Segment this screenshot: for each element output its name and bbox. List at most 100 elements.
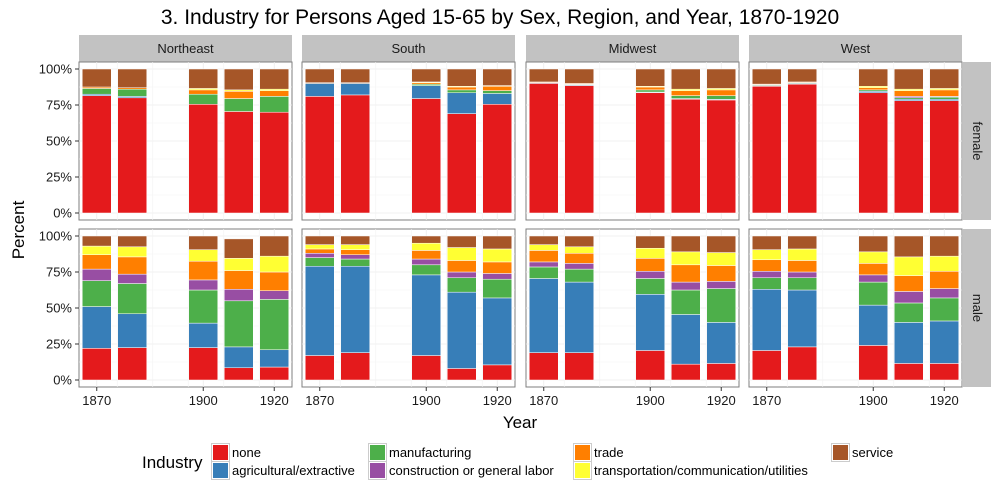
bar-segment-service	[188, 235, 218, 250]
y-tick-label: 100%	[39, 62, 73, 77]
bar-segment-service	[635, 235, 665, 249]
bar-segment-service	[787, 235, 817, 250]
bar-segment-trade	[787, 260, 817, 273]
legend-key	[212, 462, 229, 479]
bar-segment-service	[671, 68, 701, 90]
bar-segment-agricultural-extractive	[117, 313, 147, 348]
bar-segment-trade	[671, 90, 701, 96]
bar-segment-transportation-communication-utilities	[188, 249, 218, 262]
bar-segment-none	[305, 355, 335, 381]
bar-segment-transportation-communication-utilities	[82, 245, 112, 255]
bar-segment-none	[706, 363, 736, 381]
bar-segment-trade	[188, 260, 218, 281]
panel-northeast-female	[78, 61, 293, 221]
bar-segment-service	[752, 68, 782, 85]
bar-segment-service	[447, 68, 477, 87]
bar-segment-none	[894, 100, 924, 214]
facet-strip-northeast	[79, 35, 292, 62]
bar-segment-none	[706, 99, 736, 214]
bar-segment-none	[411, 355, 441, 381]
bar-segment-trade	[482, 86, 512, 91]
bar-segment-construction-or-general-labor	[224, 289, 254, 302]
legend-item-agricultural-extractive: agricultural/extractive	[212, 462, 355, 479]
bar-segment-service	[787, 68, 817, 83]
bar-segment-service	[224, 68, 254, 91]
bar-segment-manufacturing	[82, 280, 112, 307]
panel-west-female	[748, 61, 963, 221]
bar-segment-agricultural-extractive	[564, 281, 594, 353]
bar-segment-service	[259, 235, 289, 257]
chart-title: 3. Industry for Persons Aged 15-65 by Se…	[160, 6, 840, 29]
bar-segment-agricultural-extractive	[671, 314, 701, 365]
bar-segment-construction-or-general-labor	[858, 274, 888, 283]
x-tick-label: 1900	[636, 393, 665, 408]
legend-key	[574, 444, 591, 461]
bar-segment-manufacturing	[447, 277, 477, 293]
bar-segment-manufacturing	[411, 264, 441, 276]
bar-segment-none	[564, 352, 594, 381]
bar-segment-service	[482, 68, 512, 86]
bar-segment-trade	[929, 271, 959, 289]
bar-segment-manufacturing	[224, 98, 254, 112]
bar-segment-none	[224, 111, 254, 214]
bar-segment-manufacturing	[259, 299, 289, 351]
bar-segment-service	[529, 68, 559, 83]
bar-segment-agricultural-extractive	[411, 274, 441, 356]
bar-segment-manufacturing	[482, 278, 512, 299]
bar-segment-transportation-communication-utilities	[929, 255, 959, 272]
y-tick-label: 25%	[46, 337, 72, 352]
bar-segment-service	[117, 68, 147, 88]
bar-segment-none	[82, 95, 112, 214]
bar-segment-agricultural-extractive	[224, 346, 254, 369]
bar-segment-manufacturing	[188, 93, 218, 105]
bar-segment-agricultural-extractive	[340, 265, 370, 353]
bar-segment-service	[752, 235, 782, 250]
bar-segment-none	[929, 100, 959, 214]
bar-segment-transportation-communication-utilities	[224, 258, 254, 271]
bar-segment-none	[340, 352, 370, 381]
bar-segment-trade	[894, 275, 924, 292]
x-tick-label: 1870	[305, 393, 334, 408]
bar-segment-transportation-communication-utilities	[340, 244, 370, 250]
bar-segment-manufacturing	[929, 297, 959, 322]
bar-segment-trade	[858, 87, 888, 91]
bar-segment-none	[929, 363, 959, 381]
bar-segment-service	[82, 68, 112, 88]
y-axis-title: Percent	[9, 200, 28, 259]
legend-key	[369, 462, 386, 479]
legend-item-transportation-communication-utilities: transportation/communication/utilities	[574, 462, 808, 479]
bar-segment-construction-or-general-labor	[706, 281, 736, 289]
facet-strip-male	[963, 229, 991, 387]
bar-segment-service	[305, 68, 335, 83]
x-tick-label: 1920	[483, 393, 512, 408]
bar-segment-manufacturing	[635, 89, 665, 93]
bar-segment-service	[564, 235, 594, 248]
bar-segment-service	[482, 235, 512, 250]
bar-segment-agricultural-extractive	[482, 93, 512, 105]
bar-segment-construction-or-general-labor	[929, 288, 959, 299]
bar-segment-agricultural-extractive	[259, 349, 289, 368]
facet-label-west: West	[841, 41, 871, 56]
bar-segment-trade	[447, 86, 477, 91]
bar-segment-none	[671, 98, 701, 214]
bar-segment-transportation-communication-utilities	[482, 248, 512, 263]
legend: Industry none agricultural/extractive manu…	[142, 443, 992, 483]
bar-segment-transportation-communication-utilities	[752, 249, 782, 261]
x-tick-label: 1900	[859, 393, 888, 408]
bar-segment-trade	[752, 259, 782, 272]
bar-segment-none	[305, 96, 335, 214]
bar-segment-service	[894, 68, 924, 90]
legend-key	[574, 462, 591, 479]
facet-label-male: male	[970, 294, 985, 322]
bar-segment-agricultural-extractive	[635, 294, 665, 351]
bar-segment-service	[529, 235, 559, 245]
bar-segment-agricultural-extractive	[929, 320, 959, 364]
legend-key	[212, 444, 229, 461]
bar-segment-trade	[259, 271, 289, 291]
bar-segment-agricultural-extractive	[858, 304, 888, 346]
bar-segment-service	[635, 68, 665, 87]
bar-segment-agricultural-extractive	[305, 83, 335, 97]
bar-segment-construction-or-general-labor	[305, 253, 335, 258]
bar-segment-none	[224, 367, 254, 381]
bar-segment-manufacturing	[671, 289, 701, 315]
